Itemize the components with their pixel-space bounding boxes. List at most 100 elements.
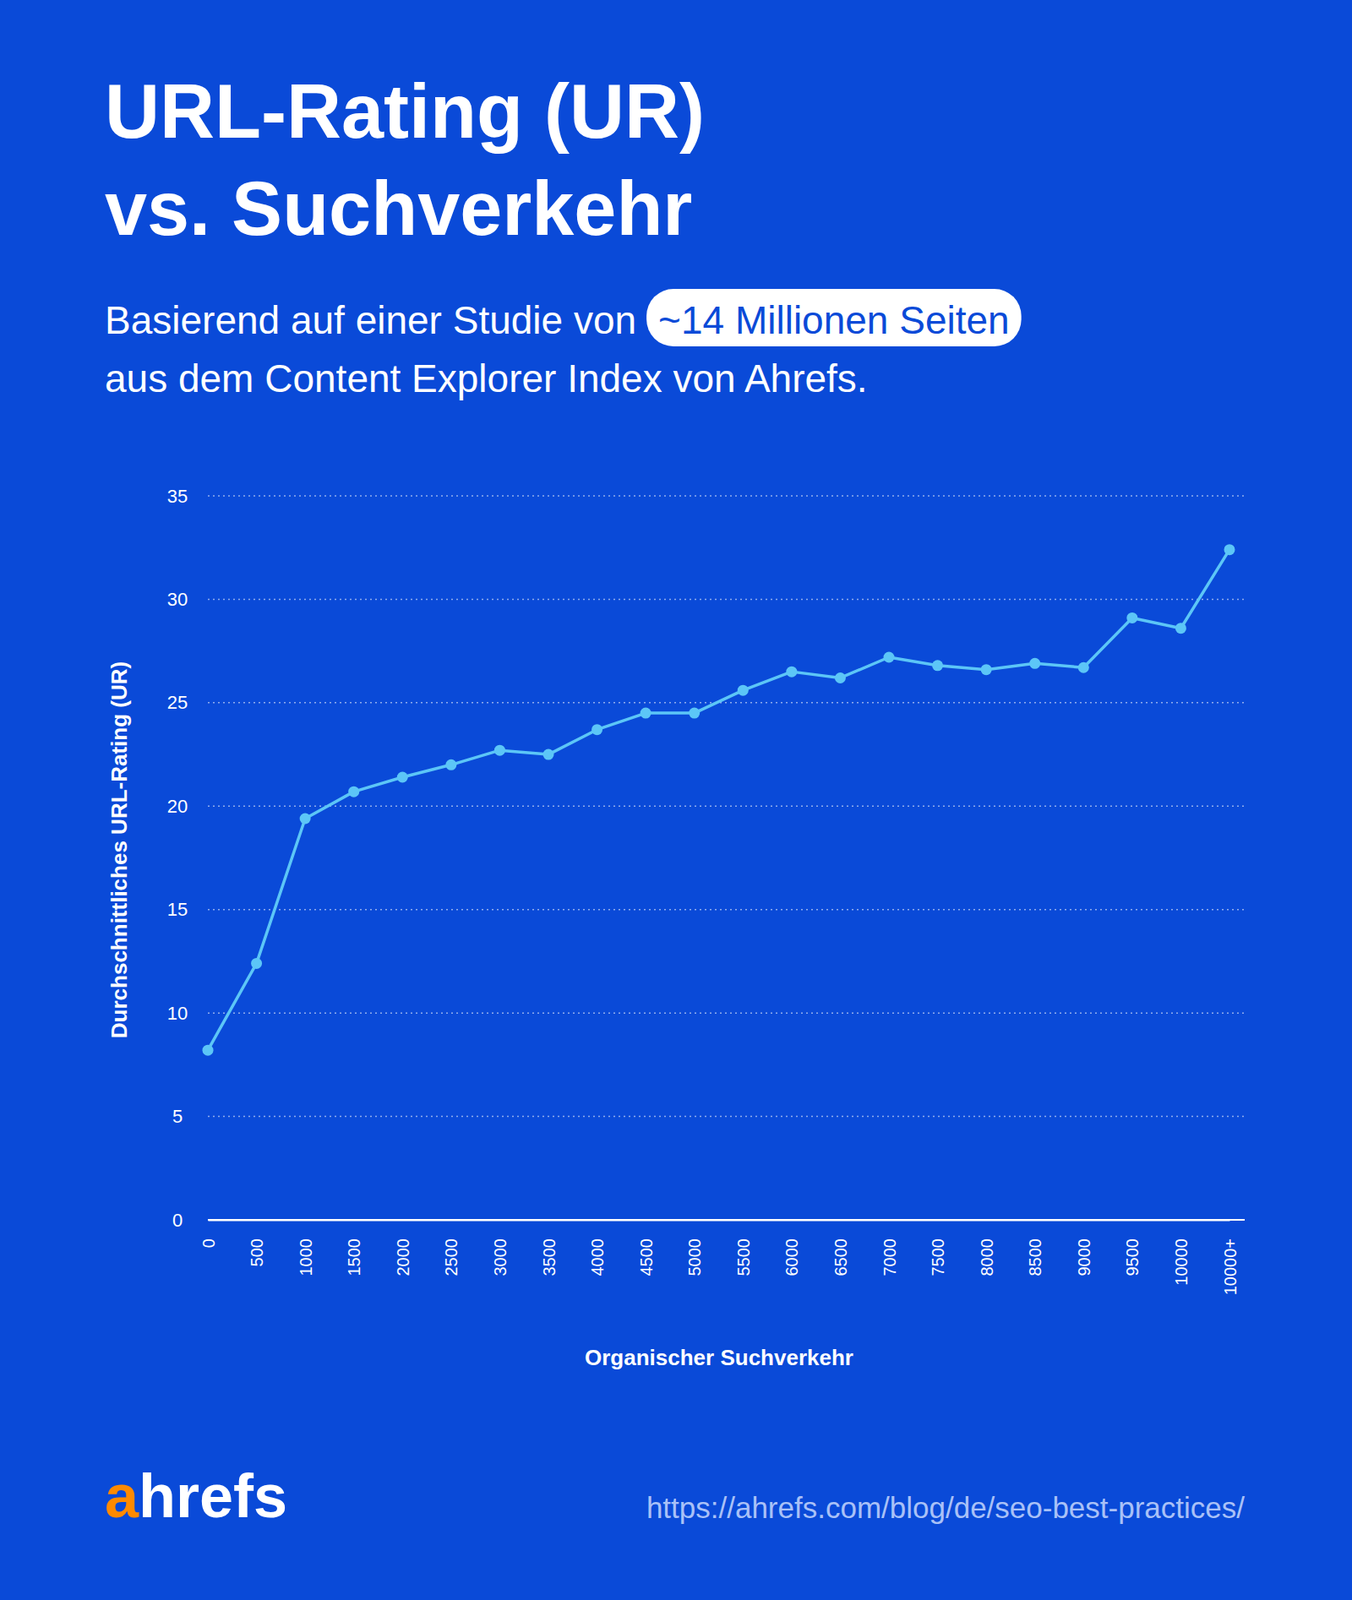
highlight-pill — [646, 288, 1022, 347]
y-tick: 15 — [167, 899, 195, 921]
x-tick: 7000 — [880, 1238, 900, 1277]
x-tick-label: 4500 — [637, 1238, 656, 1277]
x-tick: 2000 — [393, 1238, 413, 1277]
x-tick: 9500 — [1123, 1238, 1142, 1277]
grid-line — [207, 1116, 1245, 1118]
title: vs. Suchverkehr — [104, 166, 693, 251]
data-point — [591, 724, 603, 736]
y-axis: 0 5 10 15 20 25 30 35 — [167, 485, 196, 1232]
x-tick-label: 8000 — [977, 1238, 997, 1277]
x-tick: 5000 — [685, 1238, 704, 1277]
y-tick-label: 30 — [167, 588, 188, 611]
data-point — [299, 812, 311, 824]
x-tick-label: 3000 — [490, 1238, 510, 1277]
x-tick-label: 5500 — [734, 1238, 753, 1277]
x-tick-label: 6500 — [831, 1238, 851, 1277]
x-tick: 6000 — [782, 1238, 802, 1277]
subtitle: Basierend auf einer Studie von — [104, 298, 637, 343]
data-line — [207, 550, 1230, 1052]
x-tick-label: 7000 — [880, 1238, 900, 1277]
x-tick: 4000 — [588, 1238, 607, 1277]
data-point — [202, 1045, 214, 1057]
logo: ahrefs — [104, 1462, 288, 1531]
x-tick: 9000 — [1074, 1238, 1094, 1277]
y-tick-label: 20 — [167, 795, 188, 818]
grid-line — [207, 1012, 1245, 1014]
x-tick-label: 9000 — [1074, 1238, 1094, 1277]
y-tick: 25 — [167, 692, 195, 714]
data-point — [543, 749, 555, 761]
y-tick: 20 — [167, 795, 195, 818]
x-tick: 8500 — [1025, 1238, 1045, 1277]
subtitle: aus dem Content Explorer Index von Ahref… — [104, 356, 868, 401]
grid-line — [207, 1219, 1245, 1222]
source-url: https://ahrefs.com/blog/de/seo-best-prac… — [646, 1491, 1245, 1525]
data-point — [494, 745, 506, 757]
data-point — [445, 759, 457, 771]
data-point — [1224, 544, 1236, 556]
y-tick-label: 25 — [167, 692, 188, 714]
y-tick-label: 5 — [172, 1106, 183, 1128]
data-point — [1078, 662, 1090, 674]
x-tick: 10000 — [1172, 1238, 1191, 1287]
x-tick: 8000 — [977, 1238, 997, 1277]
x-axis: 0 500 1000 1500 2000 2500 3000 3500 4000 4500 5000… — [199, 1221, 1240, 1297]
grid-line — [207, 806, 1245, 808]
x-tick-label: 10000 — [1172, 1238, 1191, 1287]
y-tick-label: 15 — [167, 899, 188, 921]
y-tick: 10 — [167, 1003, 195, 1025]
data-point — [1175, 622, 1187, 634]
background — [0, 0, 1352, 1600]
x-tick-label: 8500 — [1025, 1238, 1045, 1277]
chart-svg: URL-Rating (UR)vs. SuchverkehrBasierend … — [0, 0, 1352, 1600]
x-tick: 2500 — [441, 1238, 461, 1277]
y-axis-title: Durchschnittliches URL-Rating (UR) — [106, 661, 132, 1039]
x-tick-label: 0 — [199, 1238, 219, 1249]
subtitle-highlight: ~14 Millionen Seiten — [658, 298, 1010, 343]
x-tick-label: 6000 — [782, 1238, 802, 1277]
x-tick: 1000 — [296, 1238, 316, 1277]
y-tick-label: 0 — [172, 1210, 183, 1232]
y-tick-label: 35 — [167, 485, 188, 507]
x-tick: 0 — [199, 1238, 219, 1249]
x-tick-label: 3500 — [539, 1238, 559, 1277]
grid-line — [207, 495, 1245, 497]
x-tick-label: 500 — [247, 1238, 267, 1267]
grid-line — [207, 599, 1245, 601]
grid — [207, 496, 1245, 1221]
x-tick-label: 1000 — [296, 1238, 316, 1277]
x-tick: 4500 — [637, 1238, 656, 1277]
y-tick: 30 — [167, 588, 195, 611]
y-axis-line — [194, 496, 196, 1222]
x-tick-label: 1500 — [344, 1238, 364, 1277]
y-tick: 5 — [172, 1106, 195, 1128]
data-point — [883, 651, 895, 663]
data-point — [932, 659, 944, 671]
x-tick: 1500 — [344, 1238, 364, 1277]
x-tick: 5500 — [734, 1238, 753, 1277]
x-axis-line — [208, 1220, 1231, 1222]
x-tick-label: 2500 — [441, 1238, 461, 1277]
x-tick-label: 9500 — [1123, 1238, 1142, 1277]
data-point — [348, 786, 360, 798]
x-tick-label: 2000 — [393, 1238, 413, 1277]
data-point — [981, 664, 993, 676]
x-axis-title: Organischer Suchverkehr — [584, 1345, 854, 1371]
x-tick: 3000 — [490, 1238, 510, 1277]
x-tick: 500 — [247, 1238, 267, 1267]
x-tick-label: 5000 — [685, 1238, 704, 1277]
y-tick: 0 — [172, 1210, 195, 1232]
grid-line — [207, 702, 1245, 704]
data-point — [1126, 612, 1138, 624]
y-tick-label: 10 — [167, 1003, 188, 1025]
data-point — [640, 708, 652, 720]
data-point — [250, 958, 262, 970]
data-point — [397, 772, 409, 784]
data-point — [688, 708, 700, 720]
x-tick-label: 4000 — [588, 1238, 607, 1277]
x-tick: 10000+ — [1221, 1238, 1240, 1296]
plot-area — [202, 544, 1236, 1057]
x-tick-label: 10000+ — [1221, 1238, 1240, 1296]
data-point — [737, 685, 749, 697]
chart-container: URL-Rating (UR)vs. SuchverkehrBasierend … — [0, 0, 1352, 1600]
